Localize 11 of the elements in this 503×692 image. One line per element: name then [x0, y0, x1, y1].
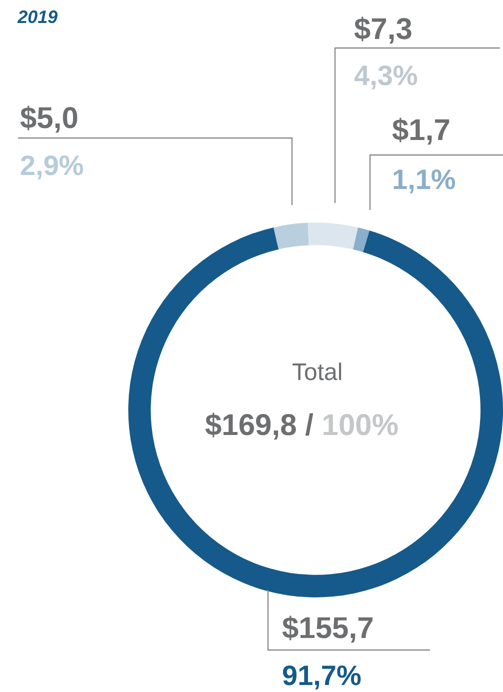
- donut-slice: [273, 222, 309, 250]
- donut-slice: [128, 227, 503, 598]
- data-label: $1,7 1,1%: [392, 114, 456, 195]
- data-label: $155,7 91,7%: [282, 612, 374, 691]
- data-label: $5,0 2,9%: [20, 102, 84, 181]
- donut-slice: [352, 228, 370, 252]
- donut-slice: [308, 222, 358, 250]
- chart-title: 2019: [16, 6, 58, 27]
- text: $169,8 / 100%: [205, 409, 398, 442]
- data-label: $7,3 4,3%: [354, 13, 418, 91]
- text: Total: [292, 359, 343, 386]
